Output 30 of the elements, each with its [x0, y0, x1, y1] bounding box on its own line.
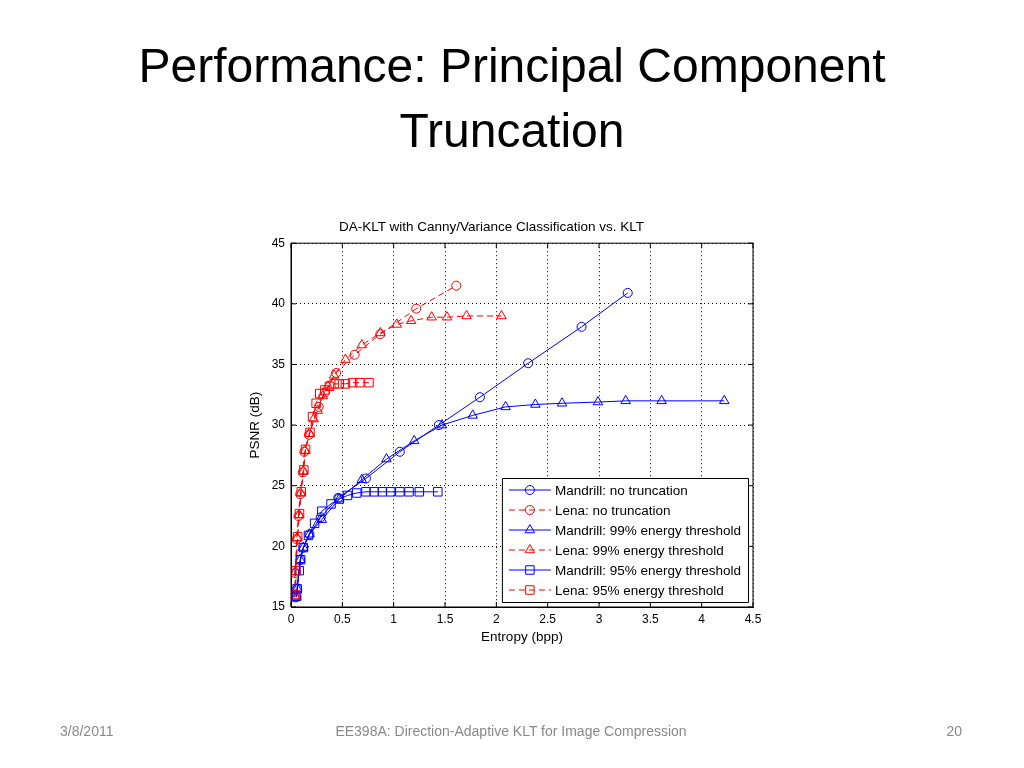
text: EE398A: Direction-Adaptive KLT for Image Compression — [335, 723, 687, 739]
chart-title: Performance: Principal Component Truncation — [137, 38, 887, 159]
y-tick-label: 35 — [271, 356, 286, 371]
legend-label: Mandrill: no truncation — [554, 482, 688, 498]
x-tick-label: 0.5 — [333, 611, 351, 626]
x-tick-label: 1 — [390, 611, 398, 626]
x-tick-label: 3.5 — [641, 611, 659, 626]
text: 20 — [945, 723, 962, 739]
y-tick-label: 25 — [271, 478, 286, 493]
legend-label: Lena: 95% energy threshold — [554, 582, 724, 598]
legend-label: Mandrill: 95% energy threshold — [554, 562, 742, 578]
chart-subtitle: DA-KLT with Canny/Variance Classification vs. KLT — [338, 218, 645, 234]
y-tick-label: 15 — [271, 599, 286, 614]
y-tick-label: 45 — [271, 235, 286, 250]
y-axis-title: PSNR (dB) — [246, 391, 262, 459]
x-axis-title: Entropy (bpp) — [481, 628, 563, 644]
x-tick-label: 0 — [287, 611, 295, 626]
legend-label: Lena: 99% energy threshold — [554, 542, 724, 558]
text: 3/8/2011 — [60, 723, 115, 739]
x-tick-label: 4 — [698, 611, 706, 626]
y-tick-label: 30 — [271, 417, 286, 432]
legend-label: Mandrill: 99% energy threshold — [554, 522, 742, 538]
x-tick-label: 4.5 — [744, 611, 762, 626]
x-tick-label: 2 — [492, 611, 500, 626]
legend-label: Lena: no truncation — [554, 502, 671, 518]
y-tick-label: 20 — [271, 538, 286, 553]
y-tick-label: 40 — [271, 296, 286, 311]
x-tick-label: 1.5 — [436, 611, 454, 626]
x-tick-label: 3 — [595, 611, 603, 626]
x-tick-label: 2.5 — [539, 611, 557, 626]
